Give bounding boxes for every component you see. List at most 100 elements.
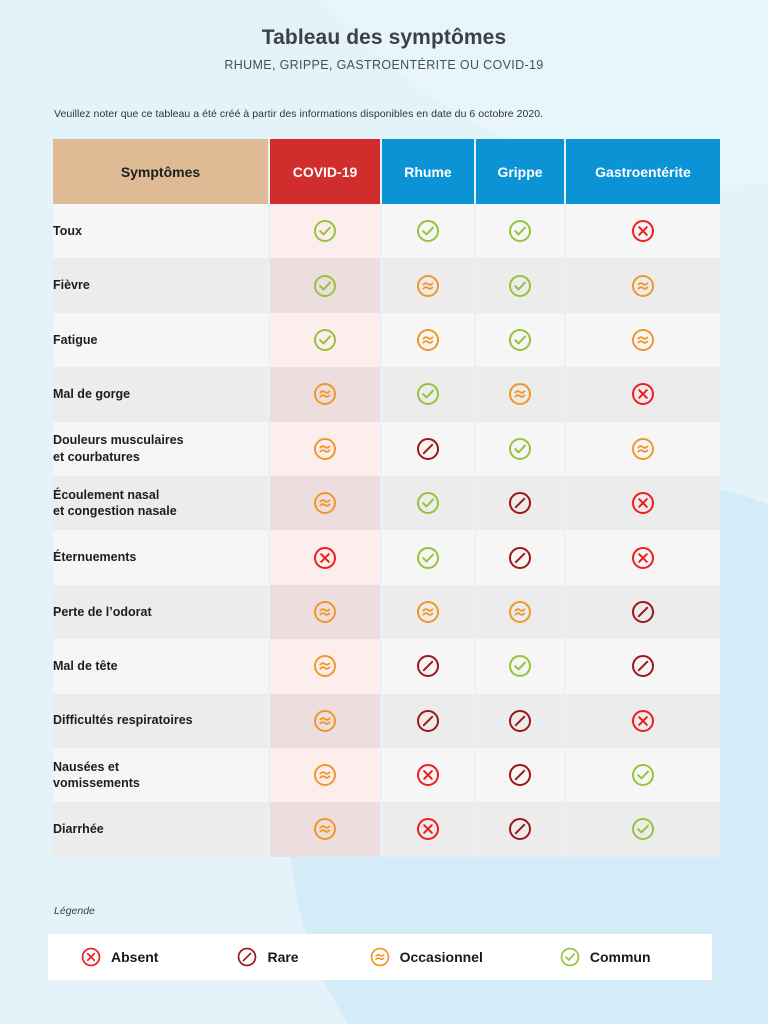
symptom-name-cell: Nausées et vomissements	[53, 747, 270, 803]
symptom-name-line: Écoulement nasal	[53, 487, 160, 502]
occasionnel-icon	[415, 273, 441, 299]
cell-rhume-rare	[382, 421, 476, 476]
cell-gastroenterite-rare	[566, 584, 720, 640]
table-header-row: Symptômes COVID-19 Rhume Grippe Gastroen…	[53, 139, 720, 204]
cell-rhume-absent	[382, 747, 476, 803]
symptom-name-line: vomissements	[53, 776, 140, 791]
absent-icon	[415, 816, 441, 842]
occasionnel-icon	[415, 599, 441, 625]
page-title: Tableau des symptômes	[261, 26, 507, 49]
absent-icon	[415, 762, 441, 788]
symptom-name-line: Nausées et	[53, 759, 120, 774]
legend-item-label: Commun	[589, 949, 651, 965]
cell-gastroenterite-absent	[566, 204, 720, 259]
legend-item-label: Rare	[267, 949, 299, 965]
symptom-name-cell: Écoulement nasal et congestion nasale	[53, 475, 270, 531]
table-row: Fièvre	[53, 258, 720, 313]
column-header-symptomes: Symptômes	[53, 139, 270, 204]
commun-icon	[415, 490, 441, 516]
column-header-gastroenterite: Gastroentérite	[566, 139, 720, 204]
occasionnel-icon	[312, 653, 338, 679]
commun-icon	[312, 327, 338, 353]
cell-grippe-occasionnel	[476, 367, 566, 422]
cell-covid19-occasionnel	[270, 802, 382, 857]
column-header-grippe: Grippe	[476, 139, 566, 204]
table-row: Difficultés respiratoires	[53, 693, 720, 748]
symptom-name-cell: Douleurs musculaires et courbatures	[53, 421, 270, 476]
table-row: Perte de l’odorat	[53, 584, 720, 640]
symptom-table-container: Symptômes COVID-19 Rhume Grippe Gastroen…	[53, 139, 720, 857]
occasionnel-icon	[312, 599, 338, 625]
column-header-rhume: Rhume	[382, 139, 476, 204]
cell-gastroenterite-rare	[566, 639, 720, 694]
absent-icon	[630, 490, 656, 516]
rare-icon	[415, 708, 441, 734]
symptom-name-cell: Mal de tête	[53, 639, 270, 694]
rare-icon	[415, 436, 441, 462]
cell-covid19-occasionnel	[270, 747, 382, 803]
cell-covid19-occasionnel	[270, 421, 382, 476]
rare-icon	[507, 490, 533, 516]
cell-covid19-commun	[270, 312, 382, 368]
cell-gastroenterite-absent	[566, 367, 720, 422]
commun-icon	[630, 762, 656, 788]
cell-rhume-rare	[382, 639, 476, 694]
commun-icon	[507, 218, 533, 244]
commun-icon	[312, 218, 338, 244]
absent-icon	[630, 381, 656, 407]
table-row: Nausées et vomissements	[53, 747, 720, 803]
cell-rhume-absent	[382, 802, 476, 857]
table-row: Mal de gorge	[53, 367, 720, 422]
commun-icon	[415, 381, 441, 407]
cell-gastroenterite-occasionnel	[566, 312, 720, 368]
absent-icon	[312, 545, 338, 571]
symptom-name-cell: Fièvre	[53, 258, 270, 313]
symptom-name-line: Douleurs musculaires	[53, 433, 184, 448]
occasionnel-icon	[312, 490, 338, 516]
occasionnel-icon	[415, 327, 441, 353]
occasionnel-icon	[507, 381, 533, 407]
cell-covid19-occasionnel	[270, 367, 382, 422]
cell-covid19-occasionnel	[270, 584, 382, 640]
cell-grippe-rare	[476, 475, 566, 531]
symptom-name-cell: Difficultés respiratoires	[53, 693, 270, 748]
commun-icon	[559, 946, 581, 968]
cell-gastroenterite-occasionnel	[566, 421, 720, 476]
table-header: Symptômes COVID-19 Rhume Grippe Gastroen…	[53, 139, 720, 204]
table-row: Fatigue	[53, 312, 720, 368]
cell-grippe-occasionnel	[476, 584, 566, 640]
cell-rhume-rare	[382, 693, 476, 748]
legend-item-absent: Absent	[80, 946, 158, 968]
cell-rhume-commun	[382, 530, 476, 585]
cell-rhume-occasionnel	[382, 258, 476, 313]
occasionnel-icon	[312, 381, 338, 407]
commun-icon	[507, 436, 533, 462]
cell-covid19-occasionnel	[270, 693, 382, 748]
legend-item-commun: Commun	[559, 946, 651, 968]
cell-grippe-commun	[476, 639, 566, 694]
legend-item-rare: Rare	[236, 946, 299, 968]
cell-gastroenterite-occasionnel	[566, 258, 720, 313]
cell-grippe-rare	[476, 530, 566, 585]
commun-icon	[507, 327, 533, 353]
rare-icon	[507, 762, 533, 788]
rare-icon	[507, 708, 533, 734]
absent-icon	[630, 218, 656, 244]
cell-covid19-commun	[270, 258, 382, 313]
cell-grippe-commun	[476, 258, 566, 313]
cell-grippe-rare	[476, 693, 566, 748]
table-body: Toux Fièvre Fatigue Mal de gorge Douleurs mu…	[53, 204, 720, 857]
cell-gastroenterite-absent	[566, 475, 720, 531]
rare-icon	[630, 653, 656, 679]
cell-grippe-rare	[476, 802, 566, 857]
disclaimer-note: Veuillez noter que ce tableau a été créé…	[54, 108, 544, 120]
occasionnel-icon	[312, 762, 338, 788]
header: Tableau des symptômes RHUME, GRIPPE, GAS…	[0, 0, 768, 72]
cell-covid19-commun	[270, 204, 382, 259]
commun-icon	[507, 273, 533, 299]
cell-rhume-commun	[382, 204, 476, 259]
table-row: Douleurs musculaires et courbatures	[53, 421, 720, 476]
rare-icon	[507, 816, 533, 842]
symptom-name-cell: Diarrhée	[53, 802, 270, 857]
